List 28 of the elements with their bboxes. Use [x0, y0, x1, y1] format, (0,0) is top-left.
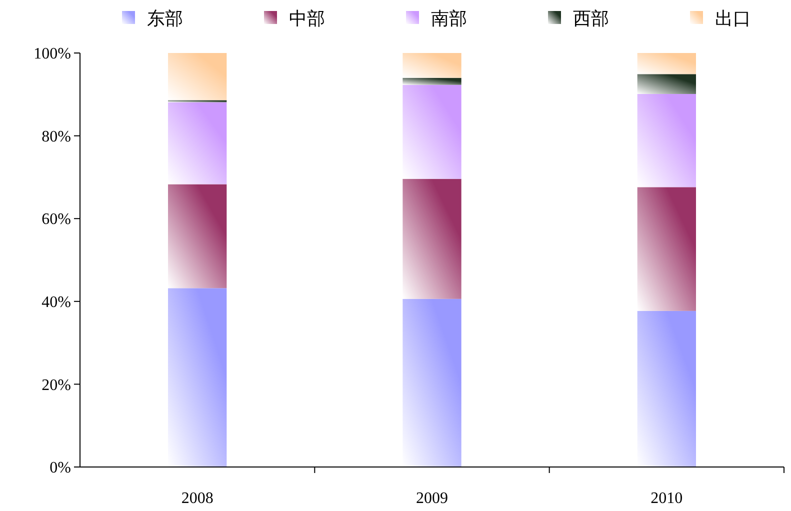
x-tick-label: 2010 — [650, 490, 683, 507]
legend-label: 中部 — [289, 8, 325, 28]
bar — [168, 53, 227, 100]
y-tick-label: 40% — [42, 294, 71, 311]
x-tick-label: 2008 — [181, 490, 214, 507]
bar — [637, 94, 696, 188]
bar — [637, 74, 696, 94]
bar — [402, 178, 462, 299]
bar — [402, 84, 462, 179]
legend-label: 东部 — [147, 8, 183, 28]
bar — [637, 310, 696, 467]
y-tick-label: 80% — [42, 128, 71, 146]
bar — [402, 53, 462, 78]
x-tick-label: 2009 — [416, 490, 448, 507]
bar — [402, 78, 462, 85]
y-tick-label: 20% — [42, 376, 71, 394]
y-tick-label: 100% — [34, 46, 71, 63]
bar — [168, 102, 227, 184]
bar — [402, 298, 462, 467]
bar — [637, 53, 696, 74]
legend-label: 南部 — [431, 8, 467, 28]
legend-label: 西部 — [573, 8, 609, 28]
legend-label: 出口 — [715, 8, 751, 28]
bar — [168, 288, 227, 467]
bar — [637, 187, 696, 311]
y-tick-label: 60% — [42, 211, 71, 228]
bar — [168, 184, 227, 288]
y-tick-label: 0% — [50, 460, 71, 477]
